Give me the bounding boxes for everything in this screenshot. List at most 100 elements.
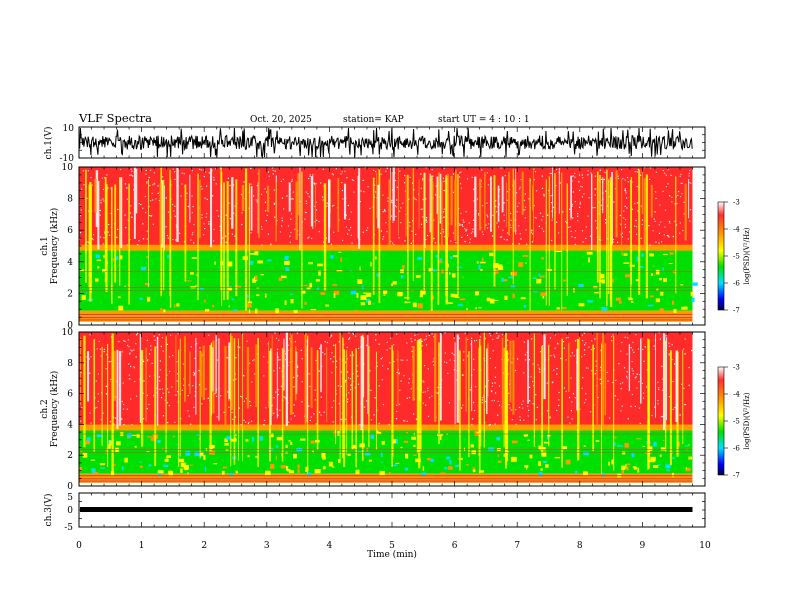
speckle [584, 344, 585, 345]
speckle [399, 390, 400, 391]
mid-patch [381, 461, 382, 463]
speckle [537, 364, 538, 365]
speckle [595, 194, 596, 195]
mid-patch [368, 301, 371, 305]
mid-patch [692, 282, 698, 285]
speckle [100, 202, 101, 203]
speckle [228, 407, 229, 408]
speckle [625, 227, 626, 228]
speckle [556, 169, 557, 170]
speckle [519, 187, 520, 188]
speckle [543, 195, 544, 196]
mid-patch [404, 297, 409, 298]
mid-patch [259, 436, 263, 440]
speckle [653, 230, 654, 231]
freq-tick-label: 10 [62, 163, 74, 173]
mid-patch [101, 467, 105, 468]
speckle [486, 214, 487, 215]
mid-patch [616, 298, 621, 301]
speckle [129, 353, 130, 354]
noise-streak [324, 183, 326, 290]
speckle [333, 421, 334, 422]
speckle [147, 360, 148, 361]
speckle [636, 387, 637, 388]
speckle [159, 389, 160, 390]
speckle [656, 172, 657, 173]
speckle [532, 233, 533, 234]
speckle [194, 373, 195, 374]
ch1-spec-ylabel-frequency: Frequency (kHz) [49, 208, 60, 285]
mid-patch [204, 300, 206, 303]
mid-patch [575, 471, 577, 473]
speckle [680, 176, 681, 177]
noise-streak [141, 350, 143, 447]
noise-streak [534, 334, 535, 447]
speckle [370, 390, 371, 391]
speckle [461, 237, 462, 238]
speckle [499, 405, 500, 406]
speckle [293, 413, 294, 414]
speckle [432, 333, 433, 334]
speckle [613, 201, 614, 202]
speckle [311, 416, 312, 417]
speckle [604, 172, 605, 173]
mid-patch [643, 446, 645, 447]
speckle [383, 236, 384, 237]
speckle [257, 201, 258, 202]
speckle [542, 188, 543, 189]
speckle [595, 373, 596, 374]
speckle [473, 402, 474, 403]
speckle [209, 172, 210, 173]
mid-patch [147, 451, 150, 452]
speckle [569, 422, 570, 423]
speckle [674, 363, 675, 364]
speckle [205, 171, 206, 172]
speckle [147, 395, 148, 396]
speckle [523, 401, 524, 402]
mid-patch [441, 472, 446, 474]
speckle [387, 349, 388, 350]
speckle [409, 222, 410, 223]
freq-tick-label: 8 [67, 195, 73, 205]
speckle [306, 192, 307, 193]
speckle [375, 171, 376, 172]
speckle [406, 342, 407, 343]
noise-streak [567, 183, 568, 295]
colorbar-tick-label: -4 [733, 391, 740, 399]
mid-patch [334, 293, 336, 297]
speckle [391, 202, 392, 203]
speckle [393, 344, 394, 345]
speckle [83, 170, 84, 171]
speckle [414, 339, 415, 340]
speckle [625, 219, 626, 220]
speckle [443, 231, 444, 232]
mid-patch [214, 463, 218, 464]
mid-patch [118, 306, 123, 311]
noise-streak [245, 168, 247, 310]
line-feature [79, 452, 692, 453]
speckle [477, 198, 478, 199]
speckle [363, 232, 364, 233]
speckle [161, 397, 162, 398]
speckle [272, 167, 273, 168]
speckle [216, 210, 217, 211]
mid-patch [124, 458, 127, 463]
line-feature [79, 449, 692, 450]
noise-streak [119, 177, 120, 285]
speckle [284, 397, 285, 398]
speckle [680, 414, 681, 415]
speckle [507, 340, 508, 341]
ch3-wave-ytick-mid: 0 [67, 506, 73, 516]
speckle [278, 340, 279, 341]
mid-patch [139, 462, 142, 463]
speckle [153, 224, 154, 225]
speckle [264, 420, 265, 421]
speckle [563, 341, 564, 342]
speckle [364, 407, 365, 408]
speckle [289, 236, 290, 237]
mid-patch [663, 440, 664, 441]
speckle [590, 411, 591, 412]
speckle [531, 230, 532, 231]
speckle [304, 219, 305, 220]
speckle [584, 354, 585, 355]
